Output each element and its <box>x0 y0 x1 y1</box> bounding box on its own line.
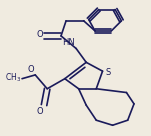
Text: O: O <box>27 65 34 74</box>
Text: CH$_3$: CH$_3$ <box>5 72 21 84</box>
Text: S: S <box>106 68 111 77</box>
Text: O: O <box>36 30 43 39</box>
Text: O: O <box>36 107 43 116</box>
Text: HN: HN <box>62 38 75 47</box>
